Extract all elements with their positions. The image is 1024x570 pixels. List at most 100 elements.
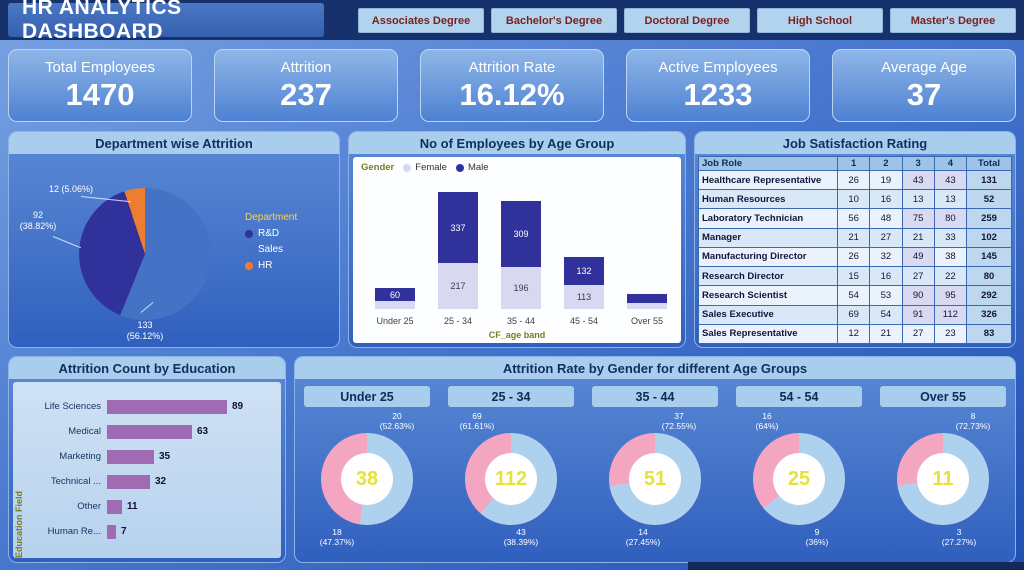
table-row[interactable]: Laboratory Technician 56 48 75 80 259 <box>698 208 1012 229</box>
pie-legend-label: R&D <box>258 228 280 239</box>
table-row[interactable]: Human Resources 10 16 13 13 52 <box>698 189 1012 210</box>
table-row[interactable]: Sales Executive 69 54 91 112 326 <box>698 304 1012 325</box>
value-cell: 95 <box>933 285 968 306</box>
value-cell: 56 <box>836 208 871 229</box>
kpi-value: 237 <box>280 76 332 112</box>
value-cell: 33 <box>933 227 968 248</box>
kpi-row: Total Employees 1470 Attrition 237 Attrition… <box>8 49 1016 122</box>
kpi-value: 37 <box>906 76 942 112</box>
pie-legend-item-hr[interactable]: HR <box>245 260 297 271</box>
donut-chart-25-34[interactable]: 112 <box>465 433 557 525</box>
x-axis-title: CF_age band <box>488 330 546 340</box>
job-role-cell: Laboratory Technician <box>698 208 838 229</box>
value-cell: 80 <box>933 208 968 229</box>
bar-column-45-54[interactable]: 132 113 <box>564 257 604 309</box>
education-filter-doctoral-degree[interactable]: Doctoral Degree <box>624 8 750 33</box>
donut-center-value: 38 <box>341 453 393 505</box>
value-cell: 49 <box>901 246 935 268</box>
value-cell: 54 <box>869 304 903 325</box>
pie-label-hr: 12 (5.06%) <box>48 184 94 194</box>
gender-legend-item-male[interactable]: Male <box>455 162 489 173</box>
job-satisfaction-table-wrap: Job Role 1 2 3 4 Total Healthcare Representat… <box>698 156 1012 344</box>
bar-segment-male[interactable]: 337 <box>438 192 478 263</box>
age-group-bar-chart: Gender Female Male CF_age band 60 Under 25… <box>353 157 681 343</box>
top-header: HR ANALYTICS DASHBOARD Associates Degree… <box>0 0 1024 43</box>
education-bar[interactable] <box>107 449 154 464</box>
education-filter-high-school[interactable]: High School <box>757 8 883 33</box>
value-cell: 91 <box>901 304 935 325</box>
education-bar[interactable] <box>107 474 150 489</box>
panel-job-satisfaction: Job Satisfaction Rating Job Role 1 2 3 4 Tota… <box>694 131 1016 348</box>
value-cell: 13 <box>933 189 968 210</box>
table-row[interactable]: Healthcare Representative 26 19 43 43 131 <box>698 169 1012 191</box>
value-cell: 23 <box>933 323 968 344</box>
bar-segment-female[interactable] <box>375 301 415 309</box>
kpi-card-average-age: Average Age 37 <box>832 49 1016 122</box>
table-row[interactable]: Manufacturing Director 26 32 49 38 145 <box>698 246 1012 268</box>
value-cell: 83 <box>966 323 1012 344</box>
bar-value-label: 217 <box>450 281 466 291</box>
kpi-label: Attrition Rate <box>468 58 556 76</box>
education-bar-row-medical: Medical 63 <box>27 419 277 444</box>
education-value-label: 89 <box>232 401 244 412</box>
bar-column-over-55[interactable] <box>627 294 667 309</box>
bar-column-35-44[interactable]: 309 196 <box>501 201 541 309</box>
education-filter-bar: Associates Degree Bachelor's Degree Doctor… <box>358 8 1016 33</box>
job-role-cell: Research Director <box>698 266 838 287</box>
education-bar[interactable] <box>107 524 116 539</box>
donut-chart-35-44[interactable]: 51 <box>609 433 701 525</box>
donut-bottom-callout: 9 (36%) <box>805 527 829 548</box>
panel-title-employees-by-age: No of Employees by Age Group <box>349 132 685 154</box>
pie-legend-item-r-d[interactable]: R&D <box>245 228 297 239</box>
kpi-value: 16.12% <box>459 76 565 112</box>
value-cell: 69 <box>836 304 871 325</box>
x-axis-label-25-34: 25 - 34 <box>443 316 473 326</box>
donut-group-over-55: Over 55 11 8 (72.73%) 3 (27.27%) <box>871 379 1015 562</box>
table-row[interactable]: Manager 21 27 21 33 102 <box>698 227 1012 248</box>
kpi-card-active-employees: Active Employees 1233 <box>626 49 810 122</box>
table-row[interactable]: Research Scientist 54 53 90 95 292 <box>698 285 1012 306</box>
donut-center-value: 51 <box>629 453 681 505</box>
education-value-label: 35 <box>159 451 171 462</box>
value-cell: 145 <box>966 246 1012 268</box>
bar-segment-male[interactable]: 309 <box>501 201 541 267</box>
bar-segment-female[interactable]: 113 <box>564 285 604 309</box>
gender-legend-item-female[interactable]: Female <box>403 162 447 173</box>
value-cell: 26 <box>836 246 871 268</box>
job-role-cell: Sales Representative <box>698 323 838 344</box>
age-group-header-54-54: 54 - 54 <box>736 386 862 407</box>
panel-title-attrition-rate-by-gender: Attrition Rate by Gender for different A… <box>295 357 1015 379</box>
donut-bottom-callout: 3 (27.27%) <box>941 527 977 548</box>
education-filter-bachelor-s-degree[interactable]: Bachelor's Degree <box>491 8 617 33</box>
job-role-cell: Healthcare Representative <box>698 169 838 191</box>
bar-segment-female[interactable]: 196 <box>501 267 541 309</box>
donut-chart-54-54[interactable]: 25 <box>753 433 845 525</box>
bar-segment-male[interactable]: 60 <box>375 288 415 301</box>
bar-segment-female[interactable] <box>627 303 667 309</box>
bar-column-under-25[interactable]: 60 <box>375 288 415 309</box>
footer-strip <box>688 562 1024 570</box>
department-pie-chart[interactable] <box>79 188 211 320</box>
education-bar[interactable] <box>107 399 227 414</box>
education-bar[interactable] <box>107 424 192 439</box>
bar-column-25-34[interactable]: 337 217 <box>438 192 478 309</box>
education-filter-master-s-degree[interactable]: Master's Degree <box>890 8 1016 33</box>
donut-chart-over-55[interactable]: 11 <box>897 433 989 525</box>
gender-legend-label: Male <box>467 162 489 173</box>
job-role-cell: Human Resources <box>698 189 838 210</box>
pie-legend-label: HR <box>258 260 273 271</box>
legend-dot <box>403 163 412 172</box>
education-bar[interactable] <box>107 499 122 514</box>
bar-segment-male[interactable]: 132 <box>564 257 604 285</box>
bar-segment-female[interactable]: 217 <box>438 263 478 309</box>
education-filter-associates-degree[interactable]: Associates Degree <box>358 8 484 33</box>
dashboard-title: HR ANALYTICS DASHBOARD <box>8 0 324 43</box>
job-role-cell: Manager <box>698 227 838 248</box>
pie-label-sales: 133 (56.12%) <box>126 320 164 341</box>
table-row[interactable]: Research Director 15 16 27 22 80 <box>698 266 1012 287</box>
pie-legend-item-sales[interactable]: Sales <box>245 244 297 255</box>
bar-segment-male[interactable] <box>627 294 667 303</box>
table-row[interactable]: Sales Representative 12 21 27 23 83 <box>698 323 1012 344</box>
donut-chart-under-25[interactable]: 38 <box>321 433 413 525</box>
